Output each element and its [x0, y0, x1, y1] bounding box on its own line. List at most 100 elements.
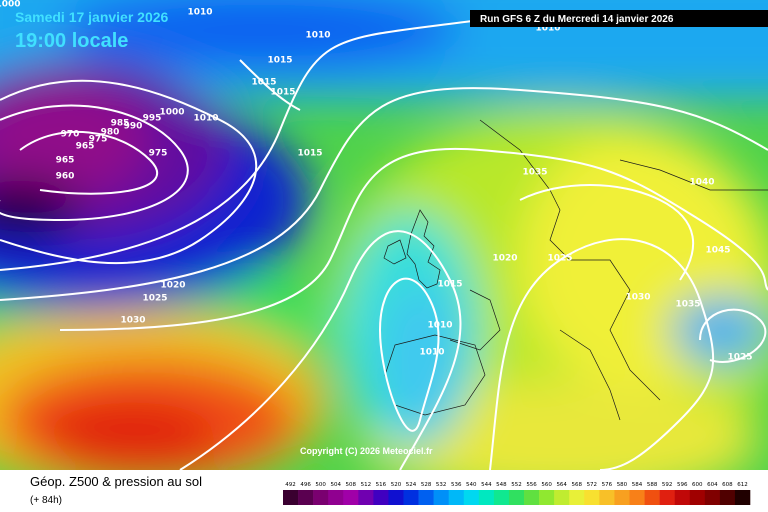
isobar-label: 965	[76, 142, 95, 152]
colorbar-label: 572	[587, 482, 598, 488]
isobar-label: 1010	[419, 348, 444, 358]
colorbar-swatch	[554, 490, 570, 505]
run-info: Run GFS 6 Z du Mercredi 14 janvier 2026	[480, 14, 674, 25]
colorbar-swatch	[689, 490, 706, 505]
isobar-label: 975	[89, 135, 108, 145]
isobar-label: 1010	[535, 24, 560, 34]
isobar-label: 1010	[187, 8, 212, 18]
colorbar-swatch	[719, 490, 736, 505]
colorbar-swatch	[313, 490, 329, 505]
colorbar-label: 508	[346, 482, 357, 488]
isobar-label: 975	[149, 149, 168, 159]
isobar-label: 1000	[0, 0, 21, 10]
colorbar-swatch	[403, 490, 419, 505]
colorbar-swatch	[674, 490, 691, 505]
isobar-label: 1025	[142, 294, 167, 304]
colorbar-label: 584	[632, 482, 643, 488]
isobar-label: 990	[124, 122, 143, 132]
colorbar-label: 596	[677, 482, 688, 488]
colorbar-swatch	[463, 490, 480, 505]
colorbar-swatch	[478, 490, 495, 505]
colorbar-label: 592	[662, 482, 673, 488]
colorbar-label: 504	[330, 482, 341, 488]
isobar-label: 1015	[437, 280, 462, 290]
colorbar-label: 556	[526, 482, 537, 488]
colorbar-swatch	[524, 490, 540, 505]
colorbar-swatch	[599, 490, 615, 505]
colorbar-label: 496	[300, 482, 311, 488]
colorbar-swatch	[539, 490, 555, 505]
colorbar-label: 552	[511, 482, 522, 488]
isobar-label: 1010	[427, 321, 452, 331]
colorbar-label: 516	[376, 482, 387, 488]
colorbar-label: 564	[556, 482, 567, 488]
colorbar-swatch	[373, 490, 389, 505]
isobar-label: 970	[61, 130, 80, 140]
isobar-label: 1015	[251, 78, 276, 88]
isobar-label: 1025	[547, 254, 572, 264]
colorbar-swatch	[433, 490, 450, 505]
colorbar-swatch	[508, 490, 525, 505]
isobar-label: 995	[143, 114, 162, 124]
isobar-labels: 1000101010101015101510151000101099599098…	[0, 0, 753, 363]
isobar-label: 1025	[727, 353, 752, 363]
colorbar-swatch	[358, 490, 374, 505]
colorbar-label: 608	[722, 482, 733, 488]
isobar-label: 1015	[267, 56, 292, 66]
copyright: Copyright (C) 2026 Meteociel.fr	[300, 446, 433, 456]
coastlines	[383, 119, 768, 421]
colorbar-swatch	[448, 490, 465, 505]
isobar-label: 1035	[522, 168, 547, 178]
field	[0, 0, 768, 470]
isobar-label: 1040	[689, 178, 714, 188]
colorbar-swatch	[569, 490, 585, 505]
colorbar-label: 528	[421, 482, 432, 488]
colorbar-swatch	[388, 490, 404, 505]
isobar-label: 965	[56, 156, 75, 166]
colorbar-label: 580	[617, 482, 628, 488]
colorbar-swatch	[493, 490, 510, 505]
legend-subtitle: (+ 84h)	[30, 495, 62, 506]
colorbar-label: 500	[315, 482, 326, 488]
isobar-label: 1010	[193, 114, 218, 124]
colorbar-swatch	[704, 490, 721, 505]
isobar-label: 985	[111, 119, 130, 129]
colorbar-label: 512	[361, 482, 372, 488]
isobar-label: 1015	[270, 88, 295, 98]
colorbar-label: 568	[572, 482, 583, 488]
colorbar-label: 536	[451, 482, 462, 488]
colorbar-label: 604	[707, 482, 718, 488]
colorbar-swatch	[298, 490, 314, 505]
isobar-label: 1020	[492, 254, 517, 264]
colorbar-label: 576	[602, 482, 613, 488]
colorbar-swatch	[283, 490, 299, 505]
colorbar-label: 588	[647, 482, 658, 488]
colorbar-swatch	[644, 490, 660, 505]
isobar-label: 960	[56, 172, 75, 182]
colorbar-swatch	[584, 490, 600, 505]
isobar-label: 1030	[625, 293, 650, 303]
colorbar-label: 492	[285, 482, 296, 488]
colorbar-label: 560	[541, 482, 552, 488]
colorbar-label: 540	[466, 482, 477, 488]
colorbar-swatch	[614, 490, 630, 505]
local-time: 19:00 locale	[15, 30, 128, 52]
date: Samedi 17 janvier 2026	[15, 9, 169, 25]
isobar-label: 980	[101, 128, 120, 138]
isobar-label: 1010	[305, 31, 330, 41]
colorbar-label: 524	[406, 482, 417, 488]
legend-title: Géop. Z500 & pression au sol	[30, 474, 202, 489]
colorbar-swatch	[734, 490, 751, 505]
isobar-label: 1020	[160, 281, 185, 291]
isobar-label: 1035	[675, 300, 700, 310]
run-box	[470, 10, 768, 27]
isobar-label: 1045	[705, 246, 730, 256]
colorbar-label: 548	[496, 482, 507, 488]
isobar-label: 1015	[297, 149, 322, 159]
colorbar-swatch	[328, 490, 344, 505]
colorbar-swatch	[343, 490, 359, 505]
isobar-label: 1030	[120, 316, 145, 326]
colorbar-swatch	[629, 490, 645, 505]
